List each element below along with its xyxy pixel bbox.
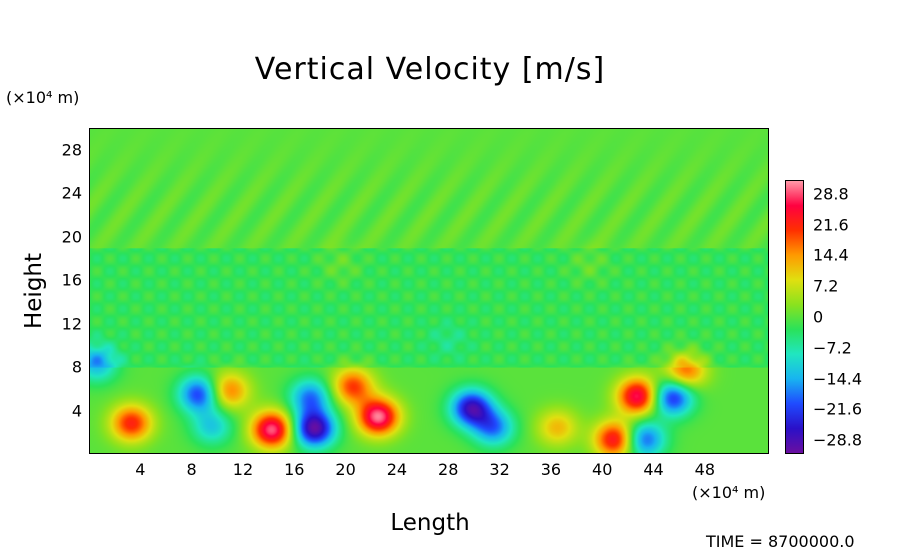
x-tick-label: 12	[232, 460, 254, 479]
x-tick-label: 20	[335, 460, 356, 479]
colorbar-tick-label: 28.8	[813, 184, 849, 204]
x-axis-unit: (×10⁴ m)	[692, 483, 766, 502]
colorbar-tick-label: 7.2	[813, 276, 839, 296]
colorbar-tick-label: 14.4	[813, 245, 849, 265]
colorbar	[785, 180, 804, 454]
y-axis-unit: (×10⁴ m)	[6, 88, 80, 107]
x-tick-label: 48	[694, 460, 716, 479]
y-axis-label: Height	[21, 252, 47, 330]
velocity-field-heatmap	[90, 129, 768, 453]
x-tick-label: 8	[186, 460, 197, 479]
chart-title: Vertical Velocity [m/s]	[254, 52, 606, 87]
y-tick-label: 24	[61, 183, 82, 203]
colorbar-tick-label: −7.2	[813, 338, 852, 358]
y-tick-label: 12	[61, 314, 82, 334]
y-tick-label: 4	[71, 401, 82, 421]
colorbar-tick-label: 21.6	[813, 215, 849, 235]
x-tick-label: 36	[540, 460, 562, 479]
y-tick-label: 8	[71, 357, 82, 377]
x-tick-label: 28	[438, 460, 459, 479]
colorbar-tick-label: −28.8	[813, 430, 863, 450]
x-tick-label: 24	[386, 460, 408, 479]
time-stamp: TIME = 8700000.0	[706, 532, 855, 551]
plot-area	[89, 128, 769, 454]
x-axis-label: Length	[390, 510, 470, 536]
colorbar-tick-label: −14.4	[813, 369, 863, 389]
x-tick-label: 40	[592, 460, 613, 479]
x-tick-label: 32	[489, 460, 510, 479]
x-tick-label: 16	[284, 460, 305, 479]
x-tick-label: 4	[135, 460, 146, 479]
y-tick-label: 28	[61, 140, 82, 160]
colorbar-tick-label: −21.6	[813, 399, 863, 419]
y-tick-label: 16	[61, 270, 82, 290]
x-tick-label: 44	[643, 460, 664, 479]
colorbar-tick-label: 0	[813, 307, 824, 327]
y-tick-label: 20	[61, 227, 82, 247]
